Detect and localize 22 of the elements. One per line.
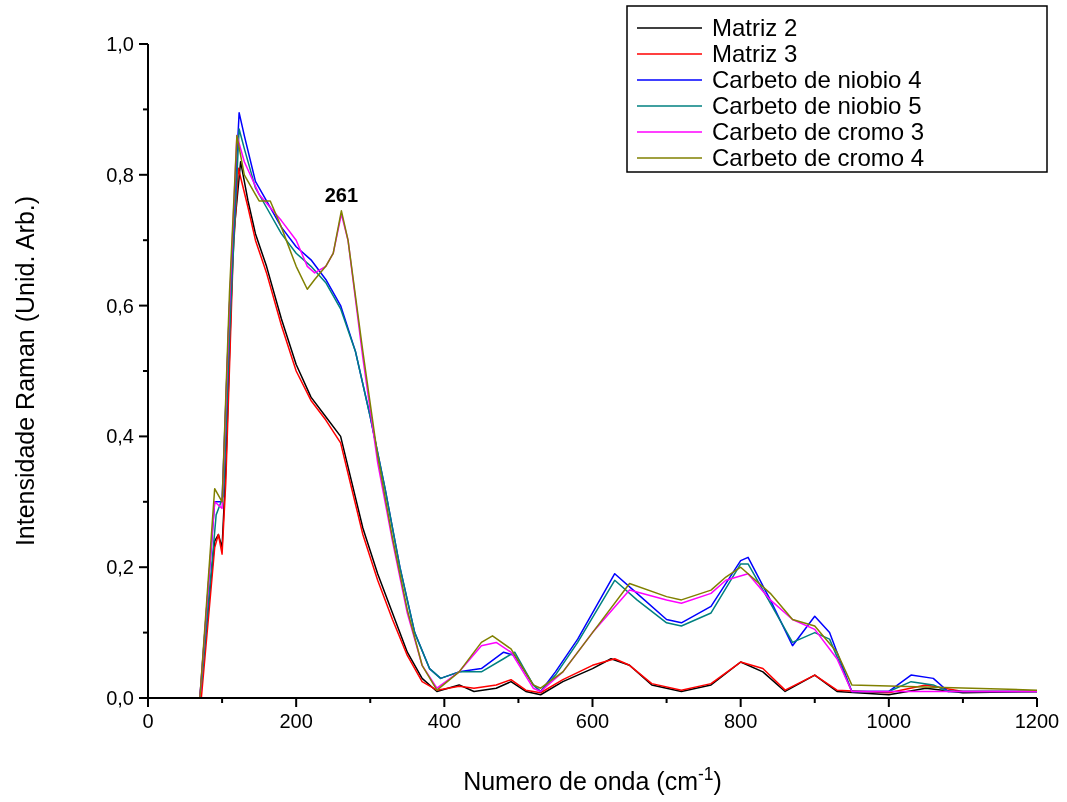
y-tick-label: 0,2 — [106, 556, 134, 579]
y-tick-label: 0,0 — [106, 687, 134, 709]
y-axis-title: Intensidade Raman (Unid. Arb.) — [11, 195, 39, 547]
x-tick-label: 400 — [427, 710, 462, 732]
legend-label: Matriz 2 — [712, 14, 798, 41]
legend-label: Matriz 3 — [712, 40, 798, 67]
y-tick-label: 0,4 — [106, 425, 134, 448]
x-tick-label: 0 — [142, 710, 154, 732]
x-tick-label: 200 — [279, 710, 313, 732]
x-tick-label: 600 — [575, 710, 610, 732]
x-tick-label: 1200 — [1014, 710, 1060, 732]
legend-label: Carbeto de niobio 4 — [712, 66, 922, 93]
x-axis-title: Numero de onda (cm$^{-1}$) — [463, 764, 722, 795]
x-tick-label: 1000 — [866, 710, 912, 732]
x-tick-label: 800 — [723, 710, 758, 732]
y-tick-label: 1,0 — [106, 33, 134, 55]
legend-label: Carbeto de cromo 3 — [712, 118, 925, 145]
y-tick-label: 0,8 — [106, 163, 134, 186]
annotation: 261 — [324, 184, 359, 207]
y-tick-label: 0,6 — [106, 294, 134, 317]
legend-label: Carbeto de niobio 5 — [712, 92, 922, 119]
legend-label: Carbeto de cromo 4 — [712, 144, 925, 171]
